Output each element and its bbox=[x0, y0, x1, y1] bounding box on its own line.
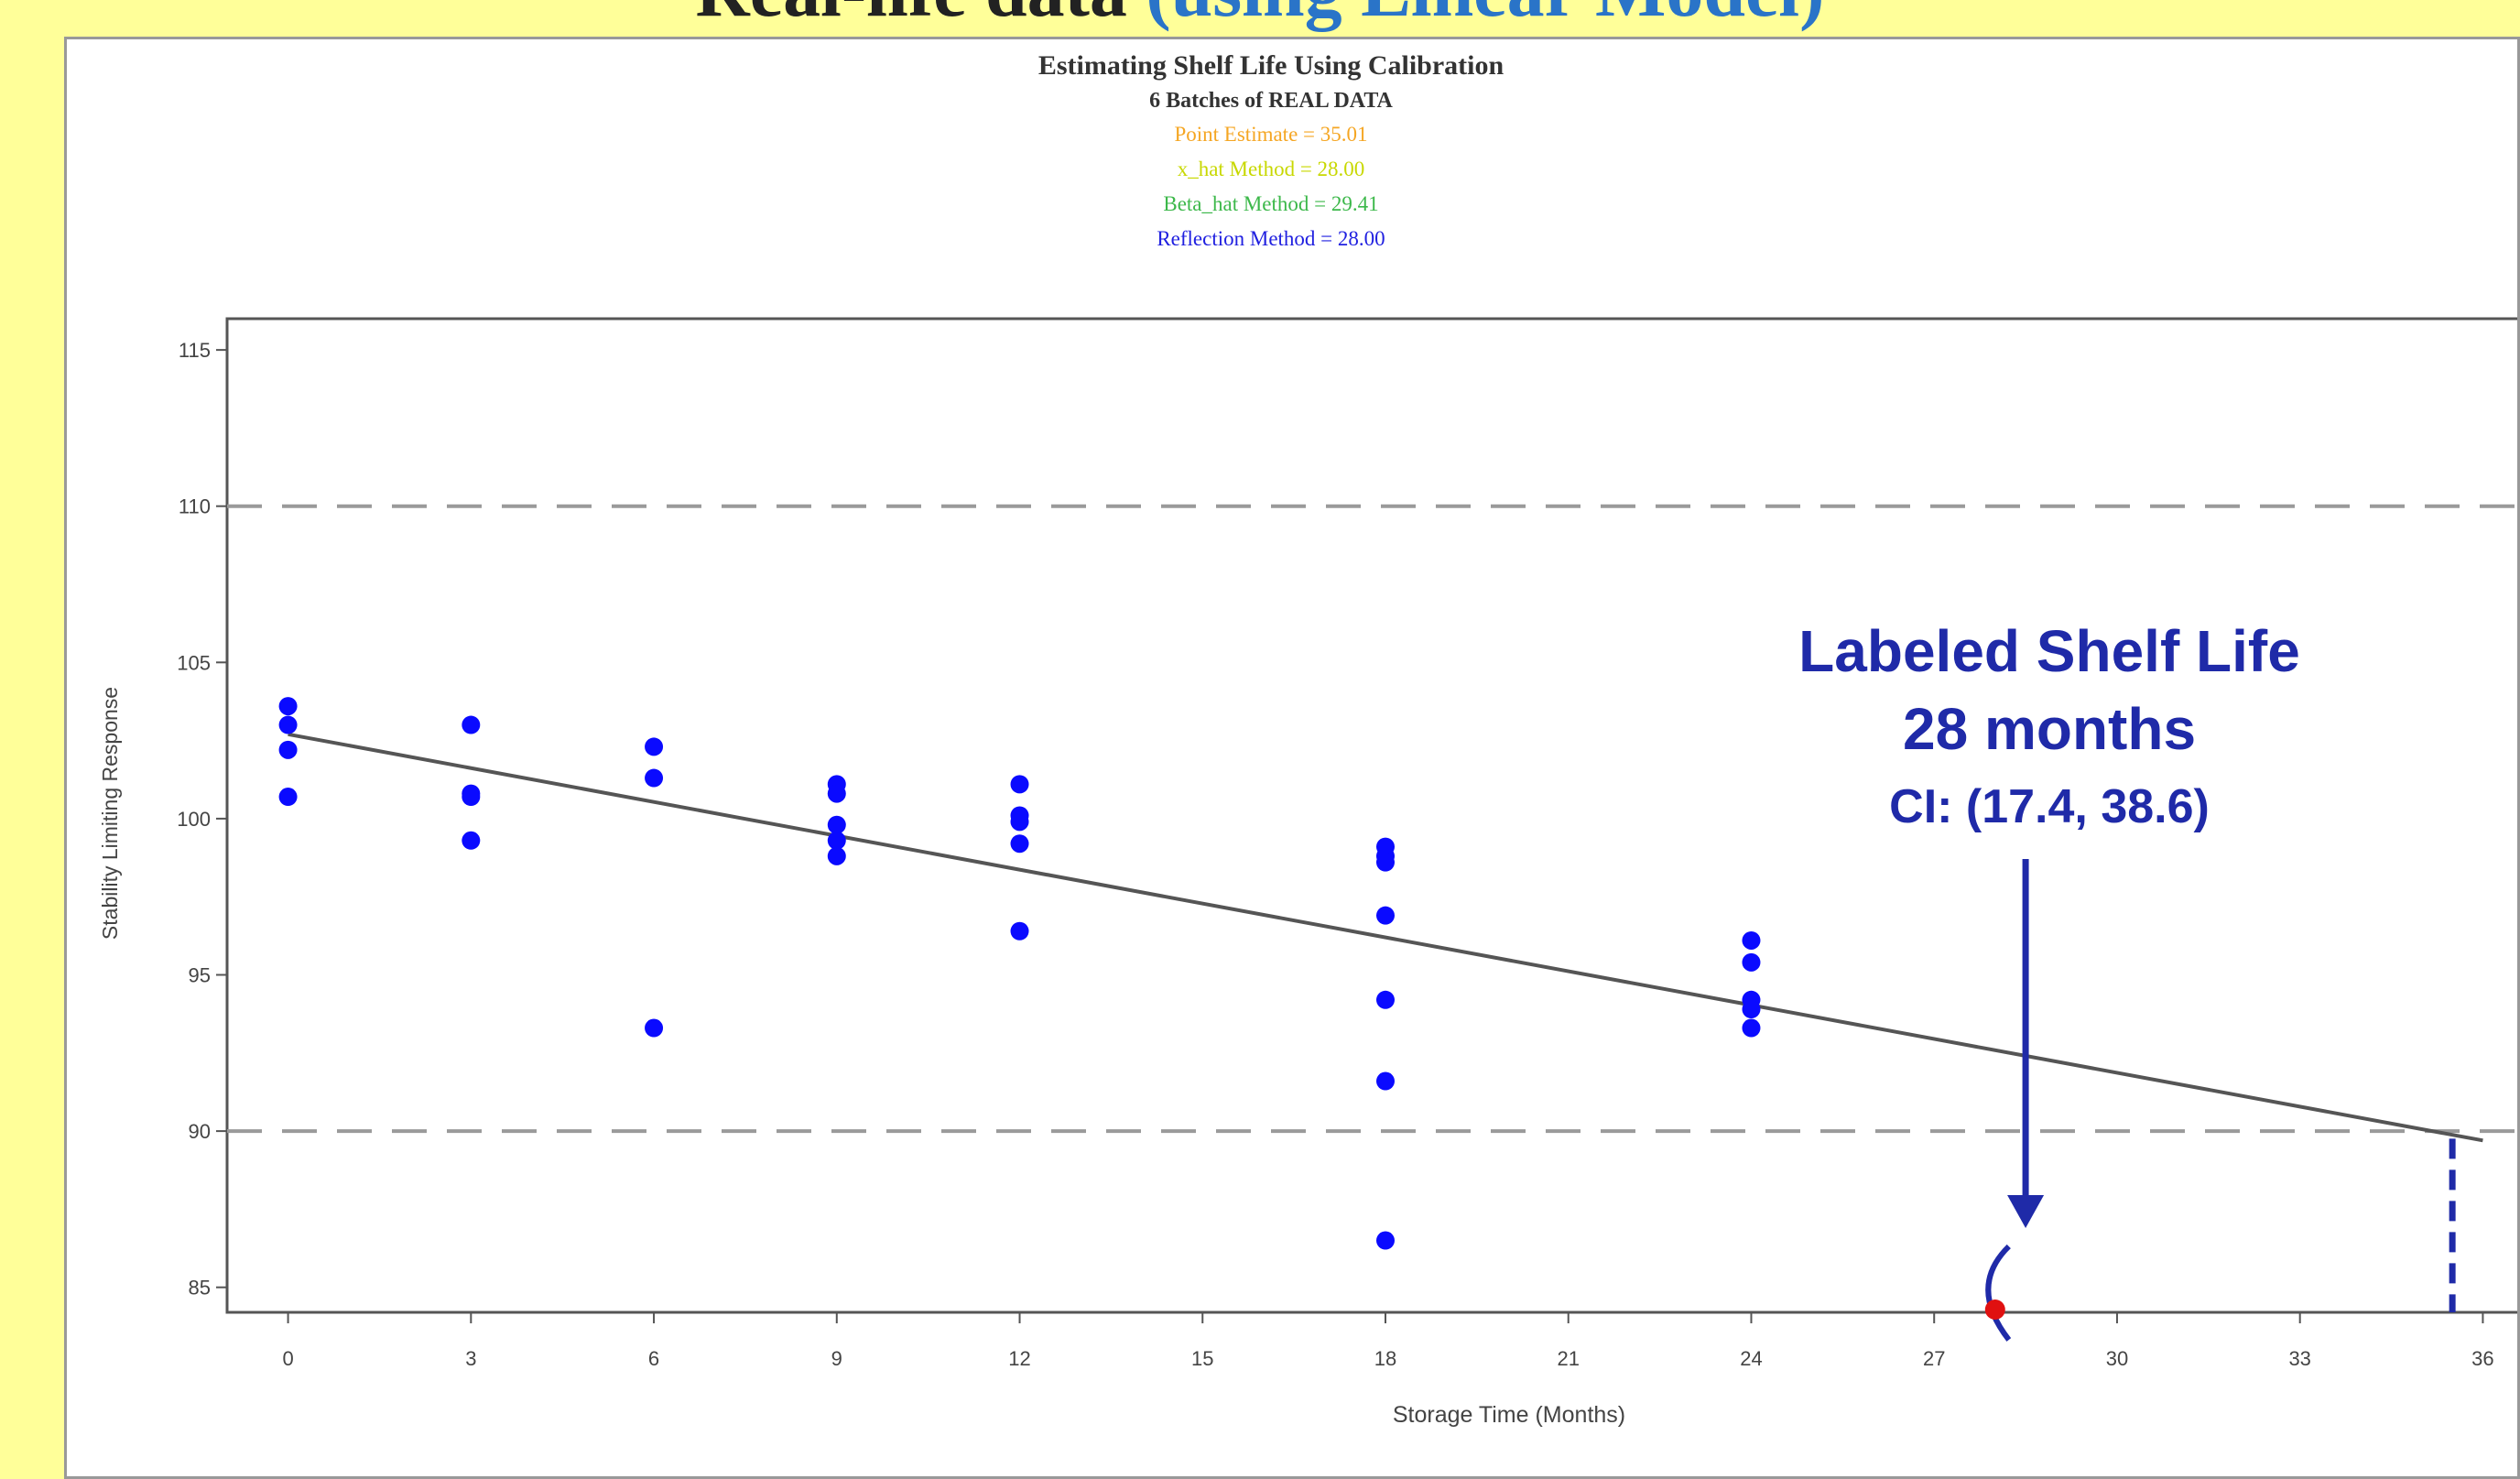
estimate-label: Beta_hat Method = 29.41 bbox=[1163, 192, 1378, 215]
data-point bbox=[1010, 812, 1029, 832]
data-point bbox=[1010, 921, 1029, 941]
estimate-label: Reflection Method = 28.00 bbox=[1157, 227, 1385, 250]
x-tick-label: 9 bbox=[831, 1347, 842, 1370]
data-point bbox=[827, 846, 846, 865]
estimate-label: x_hat Method = 28.00 bbox=[1178, 158, 1365, 180]
estimate-label: Point Estimate = 35.01 bbox=[1174, 123, 1367, 146]
y-axis: 85 90 95 100 105 110 115 bbox=[177, 339, 227, 1300]
data-point bbox=[827, 784, 846, 803]
x-tick-label: 36 bbox=[2471, 1347, 2493, 1370]
arrow-head bbox=[2007, 1195, 2045, 1228]
data-point bbox=[1010, 775, 1029, 794]
slide-title: Real-life data (using Linear Model) bbox=[0, 0, 2520, 28]
data-point bbox=[1376, 990, 1395, 1009]
chart-title: Estimating Shelf Life Using Calibration bbox=[1038, 50, 1504, 81]
plot-area bbox=[225, 317, 2517, 1314]
data-point bbox=[462, 715, 481, 734]
x-tick-label: 24 bbox=[1740, 1347, 1762, 1370]
slide-title-sub: (using Linear Model) bbox=[1146, 0, 1824, 32]
y-tick-label: 90 bbox=[189, 1120, 211, 1143]
spec-limit-lines bbox=[227, 504, 2517, 1134]
data-point bbox=[1742, 1018, 1761, 1038]
data-points bbox=[278, 697, 1761, 1250]
data-point bbox=[1742, 952, 1761, 972]
annotation-line-3: CI: (17.4, 38.6) bbox=[1889, 780, 2210, 833]
data-point bbox=[462, 831, 481, 850]
data-point bbox=[278, 715, 298, 734]
slide-title-main: Real-life data bbox=[696, 0, 1127, 32]
y-axis-label: Stability Limiting Response bbox=[98, 687, 122, 940]
estimate-list: Point Estimate = 35.01 x_hat Method = 28.… bbox=[1157, 123, 1385, 250]
data-point bbox=[1376, 853, 1395, 872]
x-tick-label: 12 bbox=[1008, 1347, 1030, 1370]
x-tick-label: 3 bbox=[465, 1347, 476, 1370]
data-point bbox=[278, 697, 298, 716]
x-tick-label: 18 bbox=[1374, 1347, 1396, 1370]
data-point bbox=[278, 740, 298, 759]
y-tick-label: 85 bbox=[189, 1277, 211, 1300]
x-tick-label: 27 bbox=[1923, 1347, 1945, 1370]
x-tick-label: 33 bbox=[2288, 1347, 2310, 1370]
data-point bbox=[827, 831, 846, 850]
regression-line bbox=[288, 732, 2483, 1143]
data-point bbox=[1742, 930, 1761, 950]
annotation-line-2: 28 months bbox=[1903, 696, 2196, 762]
data-point bbox=[1010, 834, 1029, 854]
estimate-marker bbox=[1984, 1300, 2005, 1320]
data-point bbox=[1376, 1071, 1395, 1091]
x-axis: 0 3 6 9 12 15 18 21 24 27 30 33 36 bbox=[282, 1312, 2494, 1370]
data-point bbox=[645, 768, 664, 788]
chart-panel: Estimating Shelf Life Using Calibration … bbox=[64, 37, 2520, 1479]
shelf-life-annotation: Labeled Shelf Life 28 months CI: (17.4, 38… bbox=[1798, 618, 2456, 1342]
chart: Estimating Shelf Life Using Calibration … bbox=[98, 50, 2517, 1428]
x-tick-label: 15 bbox=[1191, 1347, 1213, 1370]
data-point bbox=[1376, 906, 1395, 925]
annotation-line-1: Labeled Shelf Life bbox=[1798, 618, 2300, 684]
x-axis-label: Storage Time (Months) bbox=[1393, 1402, 1625, 1428]
x-tick-label: 6 bbox=[648, 1347, 659, 1370]
chart-subtitle: 6 Batches of REAL DATA bbox=[1149, 89, 1393, 113]
data-point bbox=[645, 1018, 664, 1038]
y-tick-label: 115 bbox=[179, 339, 211, 362]
y-tick-label: 95 bbox=[189, 964, 211, 987]
y-tick-label: 110 bbox=[179, 495, 211, 518]
ci-bracket bbox=[1985, 1244, 2012, 1342]
data-point bbox=[645, 737, 664, 756]
data-point bbox=[278, 788, 298, 807]
x-tick-label: 21 bbox=[1557, 1347, 1579, 1370]
data-point bbox=[827, 815, 846, 834]
y-tick-label: 100 bbox=[177, 808, 211, 831]
data-point bbox=[1376, 1231, 1395, 1250]
x-tick-label: 30 bbox=[2106, 1347, 2128, 1370]
data-point bbox=[462, 788, 481, 807]
y-tick-label: 105 bbox=[177, 651, 211, 674]
data-point bbox=[1742, 1000, 1761, 1019]
x-tick-label: 0 bbox=[282, 1347, 293, 1370]
